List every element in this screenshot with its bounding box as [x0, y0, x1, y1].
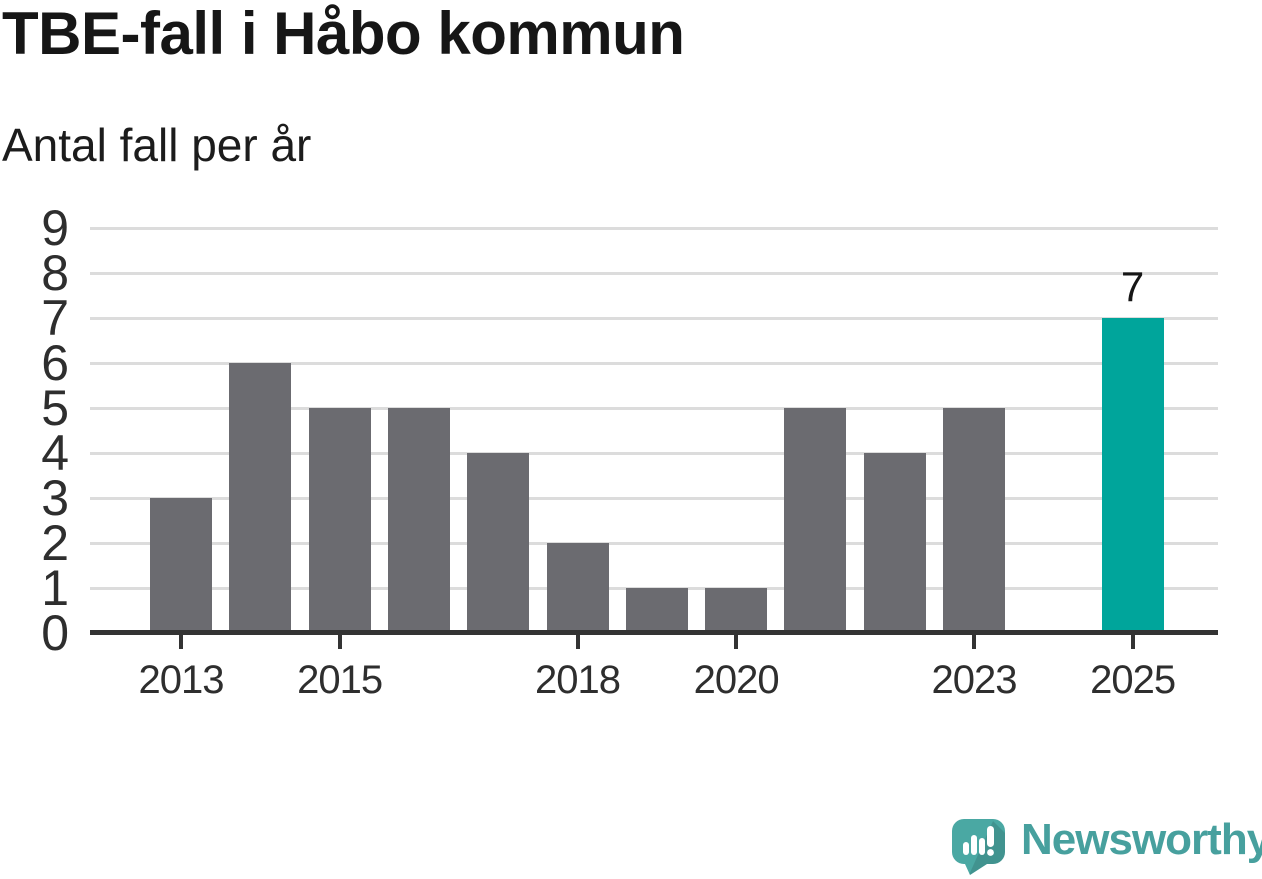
bar-2021 — [784, 408, 847, 633]
bar-value-label-2025: 7 — [1120, 263, 1145, 310]
logo-bar-3 — [979, 838, 985, 855]
bar-2018 — [546, 543, 609, 633]
gridline-3 — [90, 497, 1218, 500]
bar-2016 — [387, 408, 450, 633]
logo-bar-1 — [963, 842, 969, 855]
gridline-4 — [90, 452, 1218, 455]
bar-2017 — [467, 453, 530, 633]
x-axis-label-2023: 2023 — [931, 658, 1018, 702]
x-axis-label-2015: 2015 — [297, 658, 383, 702]
page-title: TBE-fall i Håbo kommun — [2, 0, 685, 67]
bar-2013 — [150, 498, 212, 633]
y-axis-label-3: 3 — [41, 470, 69, 526]
bar-2025 — [1101, 318, 1164, 633]
y-axis-label-6: 6 — [41, 335, 69, 391]
x-axis-label-2018: 2018 — [535, 658, 621, 702]
bar-2020 — [705, 588, 768, 633]
bar-2023 — [943, 408, 1005, 633]
bar-2019 — [625, 588, 688, 633]
brand-name: Newsworthy — [1021, 815, 1262, 864]
y-axis-label-9: 9 — [41, 200, 69, 256]
gridline-5 — [90, 407, 1218, 410]
x-axis-tick-2013 — [179, 635, 183, 649]
y-axis-label-5: 5 — [41, 380, 69, 436]
logo-exclamation-bar — [987, 826, 994, 847]
newsworthy-logo: Newsworthy — [945, 806, 1262, 878]
bar-2022 — [863, 453, 926, 633]
gridline-2 — [90, 542, 1218, 545]
logo-bar-2 — [971, 835, 977, 855]
logo-exclamation-dot — [987, 849, 994, 856]
y-axis-label-4: 4 — [41, 425, 69, 481]
x-axis-line — [90, 630, 1218, 635]
y-axis-label-1: 1 — [41, 560, 69, 616]
gridline-7 — [90, 317, 1218, 320]
gridline-6 — [90, 362, 1218, 365]
gridline-8 — [90, 272, 1218, 275]
y-axis-label-0: 0 — [41, 605, 69, 661]
y-axis-label-8: 8 — [41, 245, 69, 301]
x-axis-tick-2023 — [972, 635, 976, 649]
x-axis-label-2020: 2020 — [693, 658, 780, 702]
bar-2015 — [308, 408, 371, 633]
bar-2014 — [229, 363, 292, 633]
y-axis-label-2: 2 — [41, 515, 69, 571]
y-axis-label-7: 7 — [41, 290, 69, 346]
newsworthy-speech-bubble-bar-chart-icon — [952, 819, 1005, 875]
x-axis-tick-2025 — [1130, 635, 1135, 649]
logo-bubble-shade — [969, 821, 1005, 875]
x-axis-tick-2015 — [337, 635, 342, 649]
x-axis-tick-2020 — [734, 635, 739, 649]
x-axis-tick-2018 — [575, 635, 580, 649]
gridline-9 — [90, 227, 1218, 230]
x-axis-label-2013: 2013 — [138, 658, 225, 702]
x-axis-label-2025: 2025 — [1090, 658, 1176, 702]
chart-subtitle: Antal fall per år — [2, 119, 312, 171]
